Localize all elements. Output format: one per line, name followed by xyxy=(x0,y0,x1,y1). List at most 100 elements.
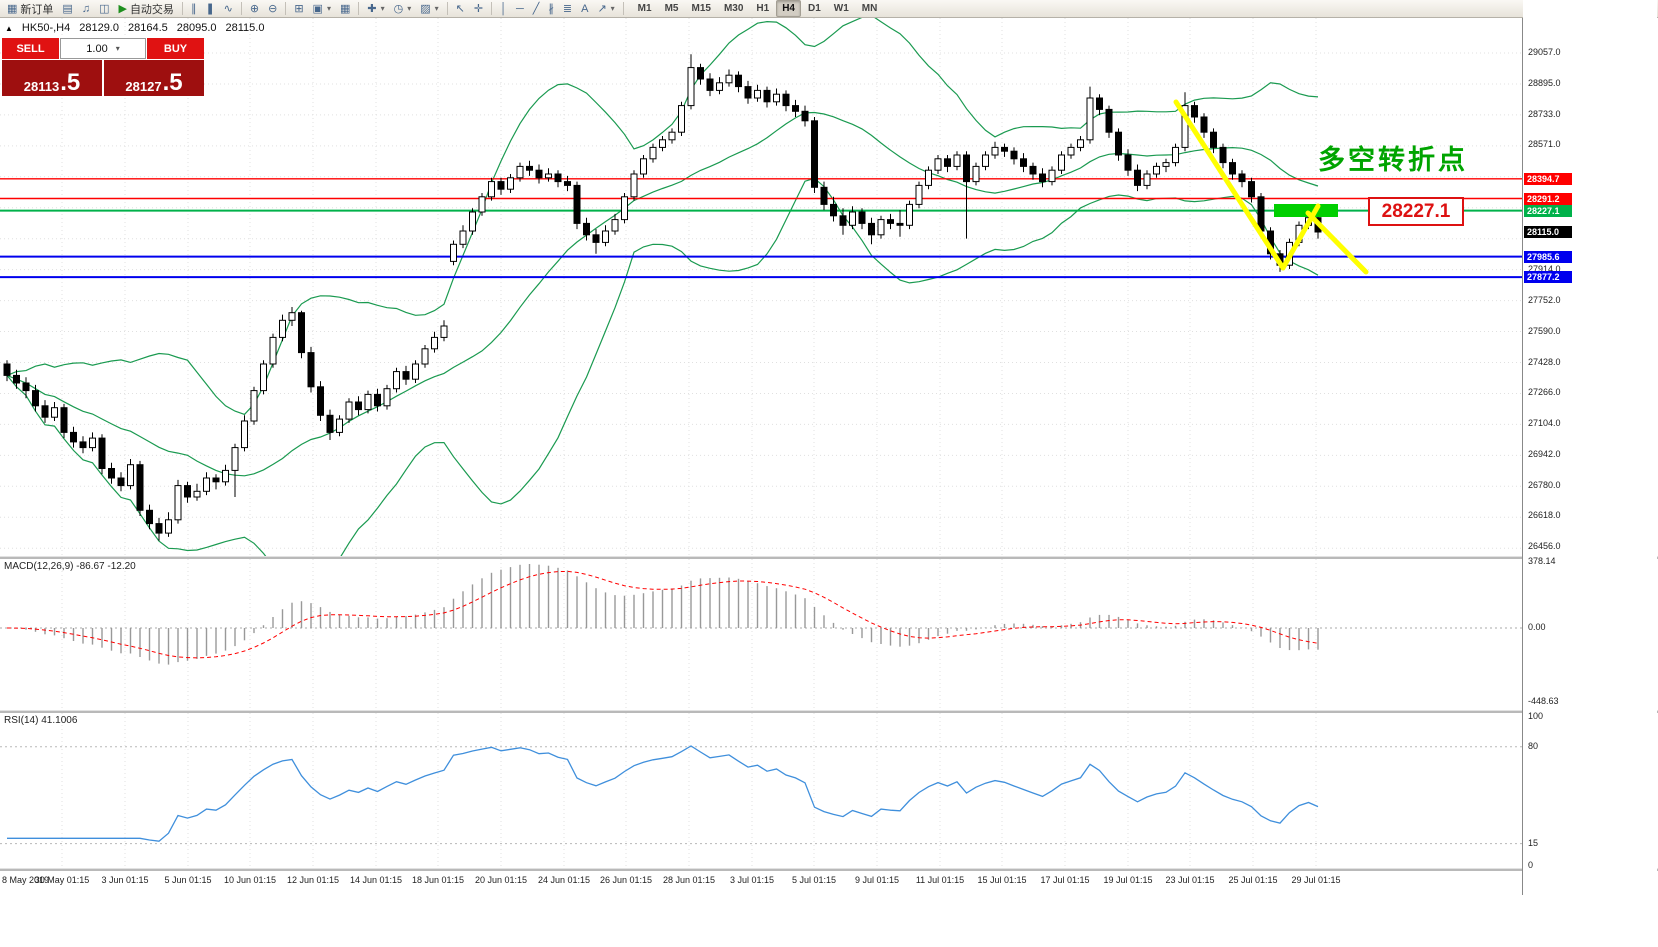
axis-label: 26942.0 xyxy=(1528,448,1561,459)
time-label: 28 Jun 01:15 xyxy=(662,875,716,885)
tf-button-mn[interactable]: MN xyxy=(861,3,878,14)
turning-point-annotation[interactable]: 多空转折点 xyxy=(1318,145,1468,175)
axis-label: 26618.0 xyxy=(1528,510,1561,521)
line-chart-button[interactable]: ∿ xyxy=(220,1,237,17)
macd-label: MACD(12,26,9) -86.67 -12.20 xyxy=(4,561,136,572)
zoom-out-button[interactable]: ⊖ xyxy=(264,1,281,17)
arrow-objects-button[interactable]: ↗ ▾ xyxy=(593,1,618,17)
axis-label: 0 xyxy=(1528,860,1534,870)
axis-label: 27752.0 xyxy=(1528,294,1561,305)
toolbar-separator xyxy=(181,2,183,15)
ohlc-open: 28129.0 xyxy=(79,22,119,34)
volume-dropdown-icon[interactable]: ▾ xyxy=(115,44,120,53)
tf-button-m30[interactable]: M30 xyxy=(723,3,744,14)
time-label: 8 May 2019 xyxy=(2,875,50,885)
tf-button-w1[interactable]: W1 xyxy=(833,3,849,14)
autotrade-button-label: 自动交易 xyxy=(129,3,174,16)
new-order-button[interactable]: ▦ 新订单 xyxy=(3,1,57,17)
autotrade-button: ▶ xyxy=(118,2,127,15)
time-label: 18 Jun 01:15 xyxy=(411,875,465,885)
yellow-trendline[interactable] xyxy=(1173,99,1286,271)
panel-separator[interactable] xyxy=(0,556,1658,559)
fibonacci-button[interactable]: ≣ xyxy=(559,1,576,17)
axis-label: 27104.0 xyxy=(1528,418,1561,429)
text-label-button[interactable]: A xyxy=(577,1,592,17)
templates-icon: ▨ xyxy=(420,2,431,15)
volume-input[interactable]: 1.00 ▾ xyxy=(60,38,146,59)
tf-button-m1[interactable]: M1 xyxy=(637,3,652,14)
axis-label: 27266.0 xyxy=(1528,387,1561,398)
highlight-rect[interactable] xyxy=(1274,204,1338,217)
dropdown-arrow-icon: ▾ xyxy=(380,4,385,13)
grid-icon: ▦ xyxy=(339,2,351,15)
horizontal-line-icon: ─ xyxy=(515,2,524,15)
tf-button-m15[interactable]: M15 xyxy=(691,3,711,14)
channel-button[interactable]: ∦ xyxy=(544,1,558,17)
candlestick-chart-button[interactable]: ❚ xyxy=(201,1,218,17)
dropdown-arrow-icon: ▾ xyxy=(610,4,615,13)
line-chart-icon: ∿ xyxy=(223,2,233,15)
templates-button[interactable]: ▨ ▾ xyxy=(416,1,442,17)
toolbar-separator xyxy=(446,2,448,15)
rsi-panel[interactable] xyxy=(0,713,1523,868)
trendline-button[interactable]: ╱ xyxy=(529,1,544,17)
tf-button-h1[interactable]: H1 xyxy=(756,3,770,14)
crosshair-button[interactable]: ✛ xyxy=(470,1,487,17)
toolbar-separator xyxy=(491,2,493,15)
time-label: 19 Jul 01:15 xyxy=(1103,875,1153,885)
sell-button[interactable]: SELL xyxy=(2,38,59,59)
zoom-in-button[interactable]: ⊕ xyxy=(246,1,263,17)
periods-button[interactable]: ◷ ▾ xyxy=(390,1,416,17)
tile-windows-button[interactable]: ⊞ xyxy=(290,1,307,17)
axis-label: 26780.0 xyxy=(1528,479,1561,490)
bar-chart-button[interactable]: ∥ xyxy=(187,1,201,17)
data-window-button[interactable]: ◫ xyxy=(95,1,113,17)
tf-button-h4[interactable]: H4 xyxy=(776,0,801,17)
price-axis: 29057.0 28895.0 28733.0 28571.0 27914.0 27752… xyxy=(1523,0,1657,947)
price-callout-box[interactable]: 28227.1 xyxy=(1368,197,1464,226)
auto-arrange-icon: ▣ xyxy=(312,2,323,15)
main-chart[interactable] xyxy=(0,18,1523,556)
tf-button-m5[interactable]: M5 xyxy=(664,3,679,14)
trendline-icon: ╱ xyxy=(532,2,540,15)
ohlc-low: 28095.0 xyxy=(176,22,217,34)
sell-price: 28113.5 xyxy=(2,60,102,96)
sound-alert-button[interactable]: ♫ xyxy=(78,1,94,17)
time-label: 5 Jun 01:15 xyxy=(164,875,212,885)
price-badge: 28227.1 xyxy=(1524,204,1572,217)
autotrade-button[interactable]: ▶ 自动交易 xyxy=(114,1,177,17)
indicators-icon: ✚ xyxy=(367,2,377,15)
cursor-icon: ↖ xyxy=(455,2,465,15)
chart-area[interactable]: ▲ HK50-,H4 28129.0 28164.5 28095.0 28115… xyxy=(0,18,1523,556)
candlestick-chart-icon: ❚ xyxy=(205,2,215,15)
axis-label: 29057.0 xyxy=(1528,47,1561,57)
grid-button[interactable]: ▦ xyxy=(336,1,354,17)
time-label: 11 Jul 01:15 xyxy=(915,875,965,885)
macd-panel[interactable] xyxy=(0,559,1523,710)
market-watch-button[interactable]: ▤ xyxy=(58,1,76,17)
time-label: 17 Jul 01:15 xyxy=(1040,875,1090,885)
yellow-trendline[interactable] xyxy=(1305,210,1369,275)
collapse-triangle-icon[interactable]: ▲ xyxy=(5,23,13,33)
time-label: 12 Jun 01:15 xyxy=(286,875,340,885)
time-axis: 8 May 2019 30 May 01:15 3 Jun 01:15 5 Jun 0… xyxy=(0,871,1523,895)
cursor-button[interactable]: ↖ xyxy=(452,1,469,17)
price-badge: 27985.6 xyxy=(1524,250,1572,263)
time-label: 9 Jul 01:15 xyxy=(854,875,900,885)
horizontal-line-button[interactable]: ─ xyxy=(512,1,528,17)
time-label: 23 Jul 01:15 xyxy=(1165,875,1215,885)
buy-button[interactable]: BUY xyxy=(147,38,204,59)
vertical-line-button[interactable]: │ xyxy=(496,1,511,17)
symbol-name: HK50-,H4 xyxy=(21,22,71,34)
time-label: 20 Jun 01:15 xyxy=(474,875,528,885)
tf-button-d1[interactable]: D1 xyxy=(807,3,821,14)
volume-value: 1.00 xyxy=(86,42,108,55)
panel-separator[interactable] xyxy=(0,868,1658,871)
panel-separator[interactable] xyxy=(0,710,1658,713)
axis-border xyxy=(1522,18,1523,895)
indicators-button[interactable]: ✚ ▾ xyxy=(363,1,388,17)
axis-label: 27428.0 xyxy=(1528,356,1561,367)
time-label: 5 Jul 01:15 xyxy=(791,875,837,885)
auto-arrange-button[interactable]: ▣ ▾ xyxy=(309,1,335,17)
axis-label: 378.14 xyxy=(1528,556,1556,566)
